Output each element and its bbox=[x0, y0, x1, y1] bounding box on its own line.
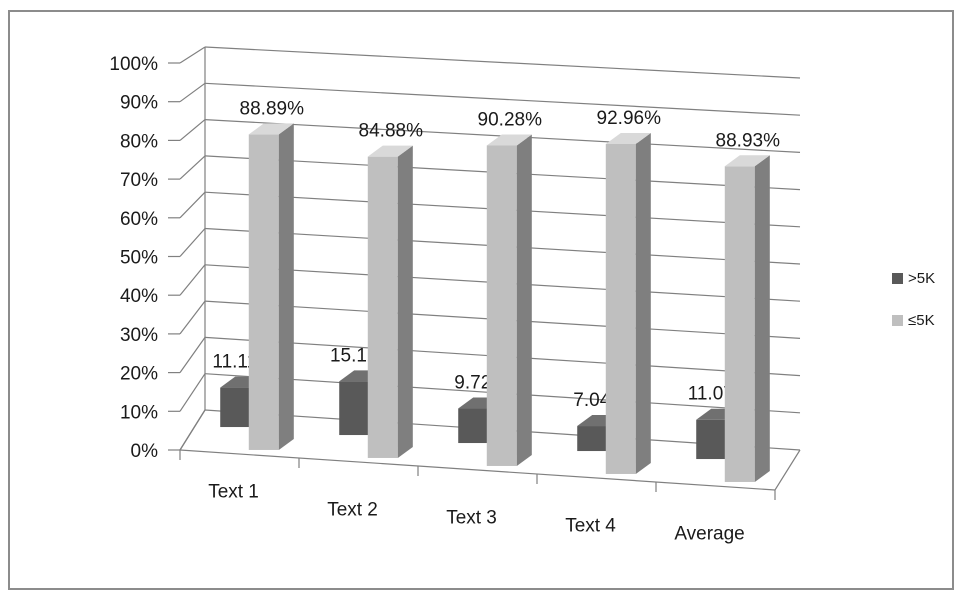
y-tick-label: 100% bbox=[109, 54, 158, 75]
data-label: 88.89% bbox=[240, 98, 305, 119]
y-tick-label: 20% bbox=[120, 364, 158, 385]
y-tick-label: 50% bbox=[120, 248, 158, 269]
side-gridline bbox=[179, 300, 206, 335]
y-tick-label: 70% bbox=[120, 170, 158, 191]
y-tick-label: 60% bbox=[120, 209, 158, 230]
y-tick-label: 0% bbox=[131, 441, 159, 462]
y-tick-label: 10% bbox=[120, 402, 158, 423]
bar bbox=[339, 381, 370, 436]
bar bbox=[248, 134, 279, 450]
legend-label: >5K bbox=[908, 270, 935, 287]
bar bbox=[577, 426, 608, 452]
data-label: 90.28% bbox=[478, 109, 543, 130]
y-tick-label: 40% bbox=[120, 286, 158, 307]
legend-swatch bbox=[892, 315, 903, 326]
bar-top bbox=[724, 155, 770, 167]
x-tick-label: Text 3 bbox=[446, 508, 497, 529]
bar bbox=[486, 145, 517, 466]
y-tick-label: 80% bbox=[120, 131, 158, 152]
bar-side bbox=[635, 133, 651, 474]
bar bbox=[605, 143, 636, 474]
bar-top bbox=[367, 145, 413, 157]
side-gridline bbox=[179, 337, 206, 373]
bar-side bbox=[278, 123, 294, 451]
y-tick-label: 90% bbox=[120, 93, 158, 114]
data-label: 84.88% bbox=[359, 121, 424, 142]
y-tick-label: 30% bbox=[120, 325, 158, 346]
side-gridline bbox=[179, 373, 206, 412]
side-gridline bbox=[179, 155, 206, 180]
bar-side bbox=[754, 155, 770, 483]
bar bbox=[458, 408, 489, 444]
legend-swatch bbox=[892, 273, 903, 284]
floor-edge bbox=[179, 409, 206, 451]
side-gridline bbox=[179, 119, 206, 141]
bar-top bbox=[248, 123, 294, 135]
legend-label: ≤5K bbox=[908, 312, 935, 329]
bar bbox=[367, 156, 398, 458]
side-gridline bbox=[179, 264, 206, 296]
gridline bbox=[204, 46, 801, 79]
chart-frame bbox=[8, 10, 954, 590]
side-gridline bbox=[179, 191, 206, 219]
side-gridline bbox=[179, 46, 206, 64]
bar-top bbox=[605, 133, 651, 144]
bar-side bbox=[397, 145, 413, 458]
side-gridline bbox=[179, 82, 206, 103]
bar-side bbox=[516, 134, 532, 466]
x-tick-label: Text 4 bbox=[565, 516, 616, 537]
x-tick-label: Average bbox=[674, 524, 744, 545]
side-gridline bbox=[179, 228, 206, 257]
data-label: 92.96% bbox=[597, 108, 662, 129]
bar bbox=[696, 419, 727, 460]
bar bbox=[220, 387, 251, 428]
x-tick-label: Text 1 bbox=[208, 482, 259, 503]
bar bbox=[724, 166, 755, 482]
gridline bbox=[204, 82, 801, 116]
data-label: 88.93% bbox=[716, 130, 781, 151]
bar-top bbox=[486, 134, 532, 146]
x-tick-label: Text 2 bbox=[327, 500, 378, 521]
